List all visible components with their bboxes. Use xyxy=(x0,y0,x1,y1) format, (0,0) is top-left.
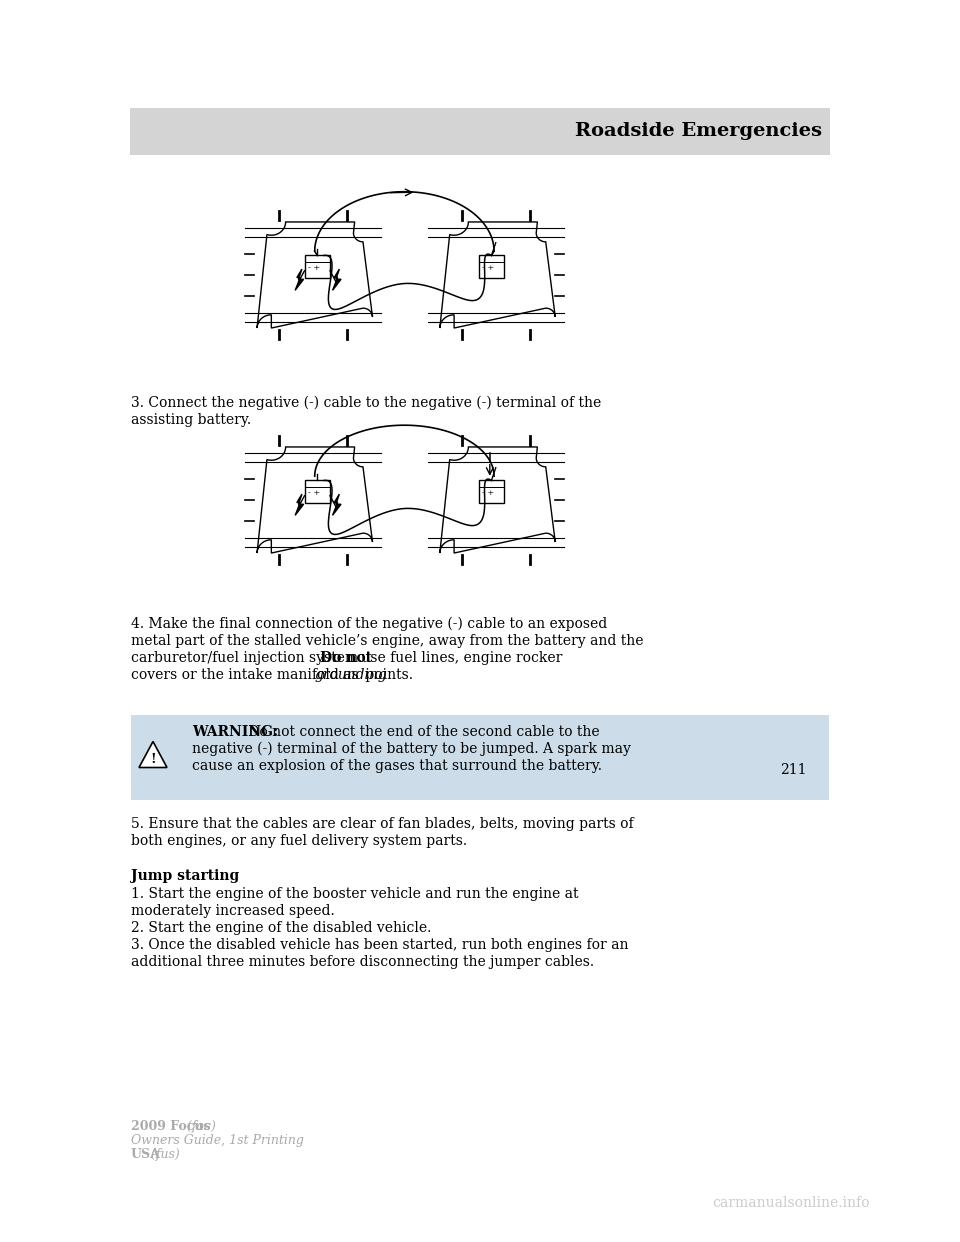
Bar xyxy=(130,108,830,155)
Text: - +: - + xyxy=(308,489,320,497)
Text: 3. Once the disabled vehicle has been started, run both engines for an: 3. Once the disabled vehicle has been st… xyxy=(131,938,629,953)
Polygon shape xyxy=(139,741,167,768)
Text: 4. Make the final connection of the negative (-) cable to an exposed: 4. Make the final connection of the nega… xyxy=(131,617,608,631)
Text: cause an explosion of the gases that surround the battery.: cause an explosion of the gases that sur… xyxy=(192,759,602,773)
Text: carmanualsonline.info: carmanualsonline.info xyxy=(712,1196,870,1210)
Text: Owners Guide, 1st Printing: Owners Guide, 1st Printing xyxy=(131,1134,304,1148)
Text: negative (-) terminal of the battery to be jumped. A spark may: negative (-) terminal of the battery to … xyxy=(192,741,631,756)
Polygon shape xyxy=(332,270,341,291)
Bar xyxy=(479,481,504,503)
Text: points.: points. xyxy=(361,668,413,682)
Text: Do not: Do not xyxy=(320,651,372,664)
Polygon shape xyxy=(295,270,303,291)
Text: grounding: grounding xyxy=(314,668,387,682)
Text: carburetor/fuel injection system.: carburetor/fuel injection system. xyxy=(131,651,367,664)
Bar xyxy=(479,256,504,277)
Text: - +: - + xyxy=(482,489,494,497)
Text: Jump starting: Jump starting xyxy=(131,869,239,883)
Polygon shape xyxy=(295,494,303,515)
Text: both engines, or any fuel delivery system parts.: both engines, or any fuel delivery syste… xyxy=(131,833,468,848)
Text: 2. Start the engine of the disabled vehicle.: 2. Start the engine of the disabled vehi… xyxy=(131,922,431,935)
Text: WARNING:: WARNING: xyxy=(192,725,278,739)
Text: moderately increased speed.: moderately increased speed. xyxy=(131,904,335,918)
Text: additional three minutes before disconnecting the jumper cables.: additional three minutes before disconne… xyxy=(131,955,594,969)
Text: (foc): (foc) xyxy=(183,1120,216,1133)
Text: 5. Ensure that the cables are clear of fan blades, belts, moving parts of: 5. Ensure that the cables are clear of f… xyxy=(131,817,634,831)
Bar xyxy=(304,256,330,277)
Text: 211: 211 xyxy=(780,763,806,777)
Text: Do not connect the end of the second cable to the: Do not connect the end of the second cab… xyxy=(244,725,600,739)
Polygon shape xyxy=(257,447,372,553)
Text: 1. Start the engine of the booster vehicle and run the engine at: 1. Start the engine of the booster vehic… xyxy=(131,887,579,900)
Polygon shape xyxy=(257,222,372,328)
Polygon shape xyxy=(440,222,555,328)
Text: Roadside Emergencies: Roadside Emergencies xyxy=(575,122,822,140)
Text: assisting battery.: assisting battery. xyxy=(131,414,252,427)
Polygon shape xyxy=(440,447,555,553)
Text: covers or the intake manifold as: covers or the intake manifold as xyxy=(131,668,363,682)
Text: (fus): (fus) xyxy=(147,1148,180,1161)
Text: - +: - + xyxy=(308,265,320,272)
Bar xyxy=(131,715,829,800)
Text: metal part of the stalled vehicle’s engine, away from the battery and the: metal part of the stalled vehicle’s engi… xyxy=(131,633,643,648)
Text: 3. Connect the negative (-) cable to the negative (-) terminal of the: 3. Connect the negative (-) cable to the… xyxy=(131,396,601,410)
Text: use fuel lines, engine rocker: use fuel lines, engine rocker xyxy=(357,651,563,664)
Bar xyxy=(304,481,330,503)
Text: USA: USA xyxy=(131,1148,161,1161)
Text: !: ! xyxy=(150,753,156,766)
Text: 2009 Focus: 2009 Focus xyxy=(131,1120,210,1133)
Text: - +: - + xyxy=(482,265,494,272)
Polygon shape xyxy=(332,494,341,515)
